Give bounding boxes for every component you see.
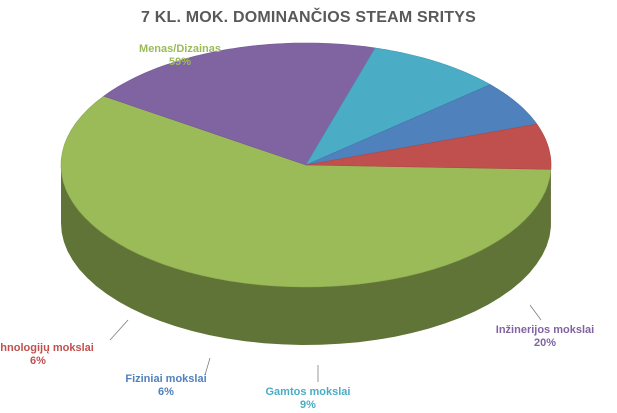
chart-title: 7 KL. MOK. DOMINANČIOS STEAM SRITYS	[140, 9, 476, 26]
pie-sides	[61, 165, 551, 345]
pie-slice	[305, 47, 491, 166]
slice-label-value: 6%	[158, 386, 174, 398]
slice-label-name: Fiziniai mokslai	[125, 373, 206, 385]
leader-line	[204, 357, 211, 376]
slice-label-value: 20%	[534, 337, 556, 349]
pie-slice	[60, 95, 552, 288]
slice-label-value: 9%	[300, 399, 316, 411]
slice-label-value: 6%	[30, 355, 46, 367]
leader-line	[109, 319, 129, 341]
pie-tops	[60, 42, 552, 288]
pie-slice	[103, 42, 376, 166]
pie-slice	[305, 123, 552, 170]
slice-label-name: Inžinerijos mokslai	[496, 324, 594, 336]
pie-slice	[305, 84, 538, 166]
slice-label-name: Gamtos mokslai	[266, 386, 351, 398]
leader-line	[529, 304, 542, 321]
slice-label-name: Menas/Dizainas	[139, 43, 221, 55]
slice-label-name: Technologijų mokslai	[0, 342, 94, 354]
slice-side	[61, 165, 551, 345]
leader-lines	[109, 304, 542, 382]
slice-label-value: 59%	[169, 56, 191, 68]
